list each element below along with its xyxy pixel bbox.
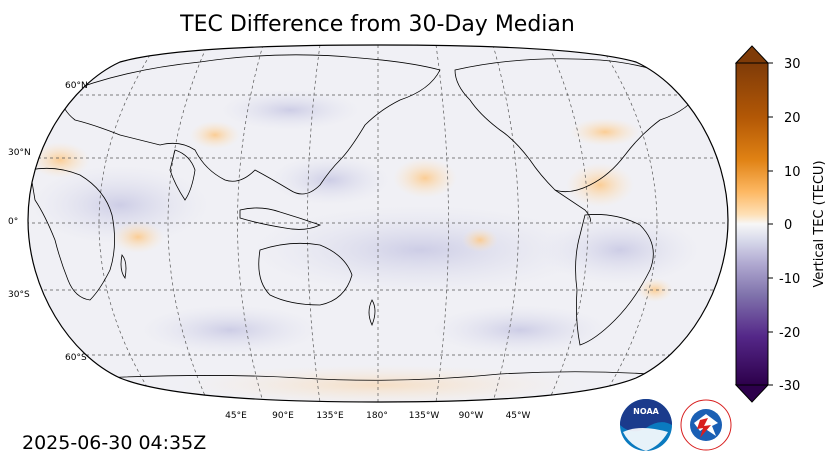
- lon-label-45e: 45°E: [225, 411, 247, 421]
- colorbar: 30 20 10 0 -10 -20 -30 Vertical TEC (TEC…: [734, 45, 827, 403]
- colorbar-label: Vertical TEC (TECU): [812, 160, 827, 287]
- colorbar-extend-max: [734, 45, 770, 64]
- lon-label-135e: 135°E: [316, 411, 344, 421]
- lon-label-180: 180°: [366, 411, 388, 421]
- nws-logo: [680, 399, 732, 451]
- colorbar-tick-neg30: -30: [779, 379, 800, 394]
- colorbar-tick-10: 10: [784, 165, 801, 180]
- colorbar-bar: [735, 62, 769, 386]
- globe-outline: [27, 44, 729, 403]
- longitude-gridlines: [98, 45, 658, 402]
- colorbar-tick-30: 30: [784, 57, 801, 72]
- lon-label-90w: 90°W: [459, 411, 484, 421]
- lon-label-45w: 45°W: [506, 411, 531, 421]
- lat-label-60n: 60°N: [65, 81, 88, 91]
- colorbar-tick-neg10: -10: [779, 272, 800, 287]
- noaa-logo-text: NOAA: [633, 407, 659, 416]
- map-title: TEC Difference from 30-Day Median: [180, 12, 575, 37]
- colorbar-tick-neg20: -20: [779, 326, 800, 341]
- lat-label-0: 0°: [8, 217, 18, 227]
- lon-label-90e: 90°E: [272, 411, 294, 421]
- colorbar-extend-min: [734, 384, 770, 403]
- lat-label-30n: 30°N: [8, 148, 31, 158]
- timestamp: 2025-06-30 04:35Z: [22, 432, 207, 454]
- lat-label-30s: 30°S: [8, 290, 30, 300]
- colorbar-tick-0: 0: [784, 218, 792, 233]
- lat-label-60s: 60°S: [65, 353, 87, 363]
- lon-label-135w: 135°W: [409, 411, 440, 421]
- tec-field: [28, 45, 728, 402]
- noaa-logo: NOAA: [620, 399, 672, 451]
- latitude-gridlines: [28, 94, 728, 356]
- colorbar-tick-20: 20: [784, 111, 801, 126]
